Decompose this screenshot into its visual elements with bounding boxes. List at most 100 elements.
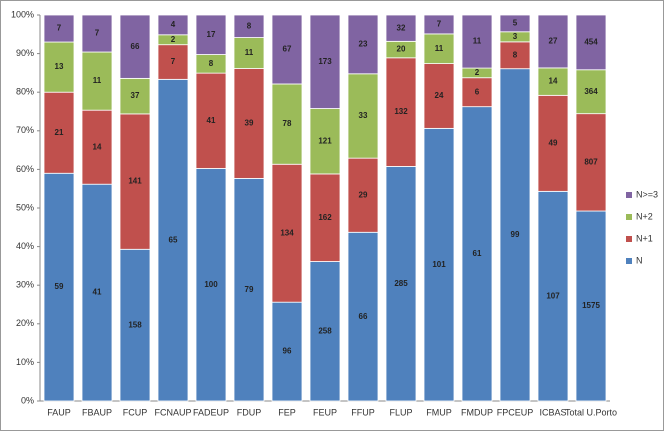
data-label: 37 [131,91,140,100]
x-tick-label: FBAUP [82,407,112,417]
data-label: 39 [245,119,254,128]
bar-segment [309,14,341,109]
y-tick-label: 50% [16,202,34,212]
bar-segment [271,301,303,402]
data-label: 66 [131,42,140,51]
data-label: 5 [513,19,518,28]
data-label: 7 [95,29,100,38]
x-tick-label: FEUP [313,407,337,417]
bar-segment [195,72,227,169]
data-label: 8 [513,50,518,59]
legend-swatch [626,258,632,264]
bar-segment [499,41,531,70]
bar-segment [195,14,227,55]
bar-segment [461,14,493,69]
bar-segment [157,14,189,36]
y-tick-label: 80% [16,87,34,97]
x-tick-label: FDUP [237,407,262,417]
bar-segment [43,14,75,43]
y-tick-label: 30% [16,280,34,290]
data-label: 7 [57,24,62,33]
bar-segment [385,14,417,42]
data-label: 173 [318,57,332,66]
data-label: 4 [171,20,176,29]
data-label: 141 [128,177,142,186]
data-label: 78 [283,119,292,128]
data-label: 11 [245,48,254,57]
x-tick-label: Total U.Porto [565,407,617,417]
data-label: 24 [435,91,444,100]
bar-segment [119,248,151,402]
bar-segment [271,14,303,85]
legend-label: N+2 [636,211,653,221]
bar-segment [157,44,189,80]
data-label: 364 [584,87,598,96]
legend-label: N [636,255,643,265]
bar-segment [575,14,607,71]
x-tick-label: FPCEUP [497,407,534,417]
data-label: 11 [473,37,482,46]
bar-segment [537,190,569,402]
data-label: 29 [359,190,368,199]
bar-segment [385,57,417,167]
data-label: 61 [473,249,482,258]
data-label: 158 [128,320,142,329]
data-label: 6 [475,87,480,96]
x-tick-label: FMUP [426,407,452,417]
data-label: 41 [93,288,102,297]
data-label: 14 [93,142,102,151]
bar-segment [271,83,303,165]
y-tick-label: 10% [16,357,34,367]
data-label: 65 [169,235,178,244]
x-tick-label: FAUP [47,407,71,417]
legend-swatch [626,214,632,220]
bar-segment [347,231,379,402]
y-tick-label: 0% [21,395,34,405]
bar-segment [575,69,607,115]
bar-segment [119,77,151,115]
bar-segment [233,68,265,179]
data-label: 807 [584,157,598,166]
bar-segment [81,109,113,185]
x-tick-label: FLUP [389,407,412,417]
bar-segment [43,172,75,402]
data-label: 3 [513,32,518,41]
y-tick-label: 70% [16,125,34,135]
data-label: 134 [280,228,294,237]
legend-swatch [626,192,632,198]
data-label: 100 [204,280,218,289]
data-label: 13 [55,62,64,71]
bar-segment [233,178,265,402]
data-label: 107 [546,291,560,300]
data-label: 66 [359,312,368,321]
data-label: 132 [394,107,408,116]
bar-segment [575,113,607,212]
bar-segment [499,14,531,33]
data-label: 21 [55,128,64,137]
data-label: 20 [397,45,406,54]
data-label: 8 [247,21,252,30]
y-tick-label: 40% [16,241,34,251]
data-label: 49 [549,138,558,147]
data-label: 11 [93,76,102,85]
data-label: 454 [584,37,598,46]
bar-segment [537,94,569,192]
bar-segment [309,261,341,402]
bar-segment [81,51,113,111]
y-tick-label: 90% [16,48,34,58]
data-label: 11 [435,44,444,53]
x-tick-label: FFUP [351,407,375,417]
data-label: 67 [283,45,292,54]
data-label: 23 [359,40,368,49]
bar-segment [195,168,227,402]
data-label: 2 [475,68,480,77]
data-label: 101 [432,260,446,269]
data-label: 2 [171,35,176,44]
data-label: 59 [55,282,64,291]
bar-segment [119,14,151,79]
legend-label: N+1 [636,233,653,243]
bar-segment [423,14,455,35]
data-label: 96 [283,347,292,356]
bar-segment [309,108,341,175]
